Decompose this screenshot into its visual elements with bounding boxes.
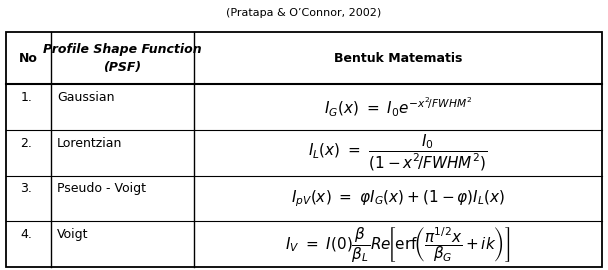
Text: Voigt: Voigt xyxy=(57,228,88,241)
Text: 1.: 1. xyxy=(20,91,32,104)
Text: 3.: 3. xyxy=(20,183,32,195)
Text: No: No xyxy=(19,52,38,65)
Bar xyxy=(6,32,602,267)
Text: $I_{pV}(x)\ =\ \varphi I_G(x)+(1-\varphi)I_L(x)$: $I_{pV}(x)\ =\ \varphi I_G(x)+(1-\varphi… xyxy=(291,188,505,209)
Text: 4.: 4. xyxy=(20,228,32,241)
Text: $I_V\ =\ I(0)\dfrac{\beta}{\beta_L}Re\!\left[\mathrm{erf}\!\left(\dfrac{\pi^{1/2: $I_V\ =\ I(0)\dfrac{\beta}{\beta_L}Re\!\… xyxy=(285,225,511,264)
Text: Lorentzian: Lorentzian xyxy=(57,137,122,150)
Text: (Pratapa & O’Connor, 2002): (Pratapa & O’Connor, 2002) xyxy=(226,8,382,18)
Text: Profile Shape Function
(PSF): Profile Shape Function (PSF) xyxy=(43,43,202,74)
Text: $I_G(x)\ =\ I_0 e^{-x^2\!/\mathit{FWHM}^2}$: $I_G(x)\ =\ I_0 e^{-x^2\!/\mathit{FWHM}^… xyxy=(324,96,472,119)
Text: $I_L(x)\ =\ \dfrac{I_0}{\left(1-x^2\!/\mathit{FWHM}^2\right)}$: $I_L(x)\ =\ \dfrac{I_0}{\left(1-x^2\!/\m… xyxy=(308,133,488,173)
Text: Bentuk Matematis: Bentuk Matematis xyxy=(334,52,462,65)
Text: Gaussian: Gaussian xyxy=(57,91,114,104)
Text: Pseudo - Voigt: Pseudo - Voigt xyxy=(57,183,146,195)
Text: 2.: 2. xyxy=(20,137,32,150)
